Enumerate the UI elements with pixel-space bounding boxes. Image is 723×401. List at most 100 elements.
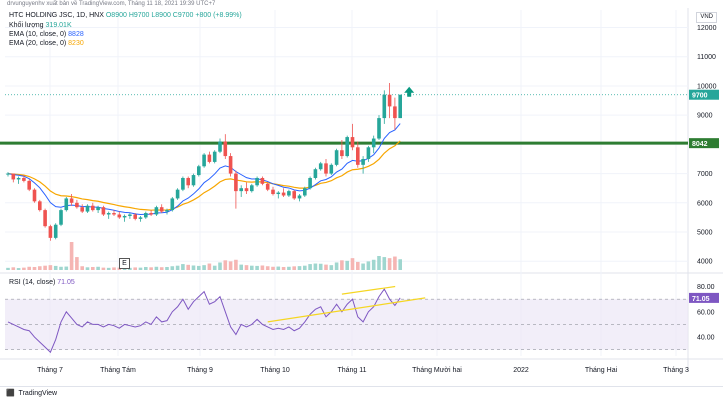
candle-body	[32, 189, 37, 202]
candle-body	[149, 213, 153, 215]
candle-body	[75, 202, 79, 208]
volume-bar	[398, 259, 402, 270]
earnings-marker[interactable]: E	[119, 258, 130, 269]
volume-bar	[366, 261, 371, 270]
candle-body	[218, 141, 222, 152]
last-price-tag	[689, 89, 719, 100]
candle-body	[165, 210, 169, 212]
volume-bar	[69, 242, 74, 270]
candle-body	[16, 177, 21, 180]
volume-bar	[281, 266, 286, 270]
volume-bar	[292, 266, 296, 270]
candle-body	[313, 169, 318, 178]
volume-bar	[91, 266, 95, 270]
candle-body	[271, 189, 275, 195]
candle-body	[59, 210, 63, 225]
volume-bar	[75, 257, 79, 270]
rsi-value-tag-label: 71.05	[692, 296, 710, 303]
volume-bar	[255, 265, 259, 270]
time-tick-label: Tháng 3	[663, 367, 689, 374]
volume-bar	[197, 265, 201, 270]
candle-body	[11, 173, 16, 180]
price-tick-label: 5000	[697, 230, 713, 237]
volume-bar	[133, 267, 137, 270]
candle-body	[334, 150, 339, 165]
volume-bar	[244, 265, 249, 270]
candle-body	[239, 188, 243, 192]
volume-bar	[260, 265, 265, 270]
volume-bar	[334, 262, 339, 270]
candle-body	[255, 177, 259, 186]
rsi-tick-label: 60.00	[697, 309, 715, 316]
candle-body	[27, 180, 31, 190]
candle-body	[117, 214, 122, 218]
volume-bar	[361, 263, 365, 270]
candle-body	[181, 177, 185, 190]
volume-bar	[159, 267, 164, 270]
candle-body	[191, 175, 196, 186]
candle-body	[393, 106, 397, 119]
candle-body	[43, 210, 47, 227]
volume-bar	[345, 260, 349, 270]
time-tick-label: Tháng 9	[187, 367, 213, 374]
volume-bar	[239, 264, 243, 270]
candle-body	[260, 177, 265, 184]
rsi-resistance-trendline	[341, 285, 396, 295]
volume-bar	[6, 267, 10, 270]
volume-bar	[387, 258, 392, 270]
candle-body	[318, 163, 323, 170]
volume-bar	[191, 265, 196, 270]
footer-brand: ⬛ TradingView	[0, 386, 723, 400]
candle-body	[377, 118, 381, 139]
time-tick-label: Tháng 10	[260, 367, 290, 374]
price-tick-label: 7000	[697, 171, 713, 178]
candle-body	[101, 207, 106, 215]
legend-rsi-row: RSI (14, close) 71.05	[9, 278, 75, 287]
volume-bar	[329, 265, 334, 270]
volume-bar	[308, 264, 312, 270]
candle-body	[244, 188, 249, 192]
candle-body	[398, 94, 402, 119]
time-tick-label: Tháng Tám	[100, 367, 136, 374]
candle-body	[340, 150, 344, 157]
volume-bar	[250, 265, 254, 270]
volume-bar	[218, 262, 222, 270]
time-tick-label: Tháng 11	[337, 367, 366, 374]
volume-bar	[276, 266, 281, 270]
candle-body	[69, 198, 74, 203]
candle-body	[144, 213, 148, 218]
price-tick-label: 11000	[697, 54, 716, 61]
candle-body	[22, 177, 26, 181]
volume-bar	[112, 267, 116, 270]
tradingview-logo-icon: ⬛	[6, 390, 15, 397]
volume-bar	[181, 264, 185, 270]
ema10-line	[7, 123, 401, 216]
rsi-band	[5, 299, 688, 350]
volume-bar	[27, 266, 31, 270]
volume-bar	[303, 265, 307, 270]
volume-bar	[59, 266, 63, 270]
candle-body	[48, 226, 53, 238]
last-price-label: 9700	[692, 93, 708, 100]
volume-bar	[175, 265, 180, 270]
volume-bar	[202, 265, 206, 270]
candle-body	[281, 192, 286, 196]
price-tick-label: 4000	[697, 259, 713, 266]
volume-bar	[43, 265, 47, 270]
candle-body	[329, 164, 334, 174]
time-tick-label: Tháng Mười hai	[412, 367, 462, 374]
currency-unit-button[interactable]: VND	[696, 12, 717, 23]
volume-bar	[11, 267, 16, 270]
volume-bar	[22, 267, 26, 270]
price-tick-label: 6000	[697, 200, 713, 207]
price-tick-label: 12000	[697, 25, 717, 32]
brand-name[interactable]: TradingView	[18, 390, 58, 397]
candle-body	[64, 198, 69, 211]
volume-bar	[228, 261, 233, 270]
symbol-name[interactable]: HTC HOLDING JSC, 1D, HNX	[9, 12, 104, 19]
candle-body	[303, 188, 307, 196]
rsi-support-trendline	[267, 297, 426, 323]
ohlc-values: O8900 H9700 L8900 C9700 +800 (+8.99%)	[105, 12, 242, 19]
candle-body	[38, 201, 42, 211]
